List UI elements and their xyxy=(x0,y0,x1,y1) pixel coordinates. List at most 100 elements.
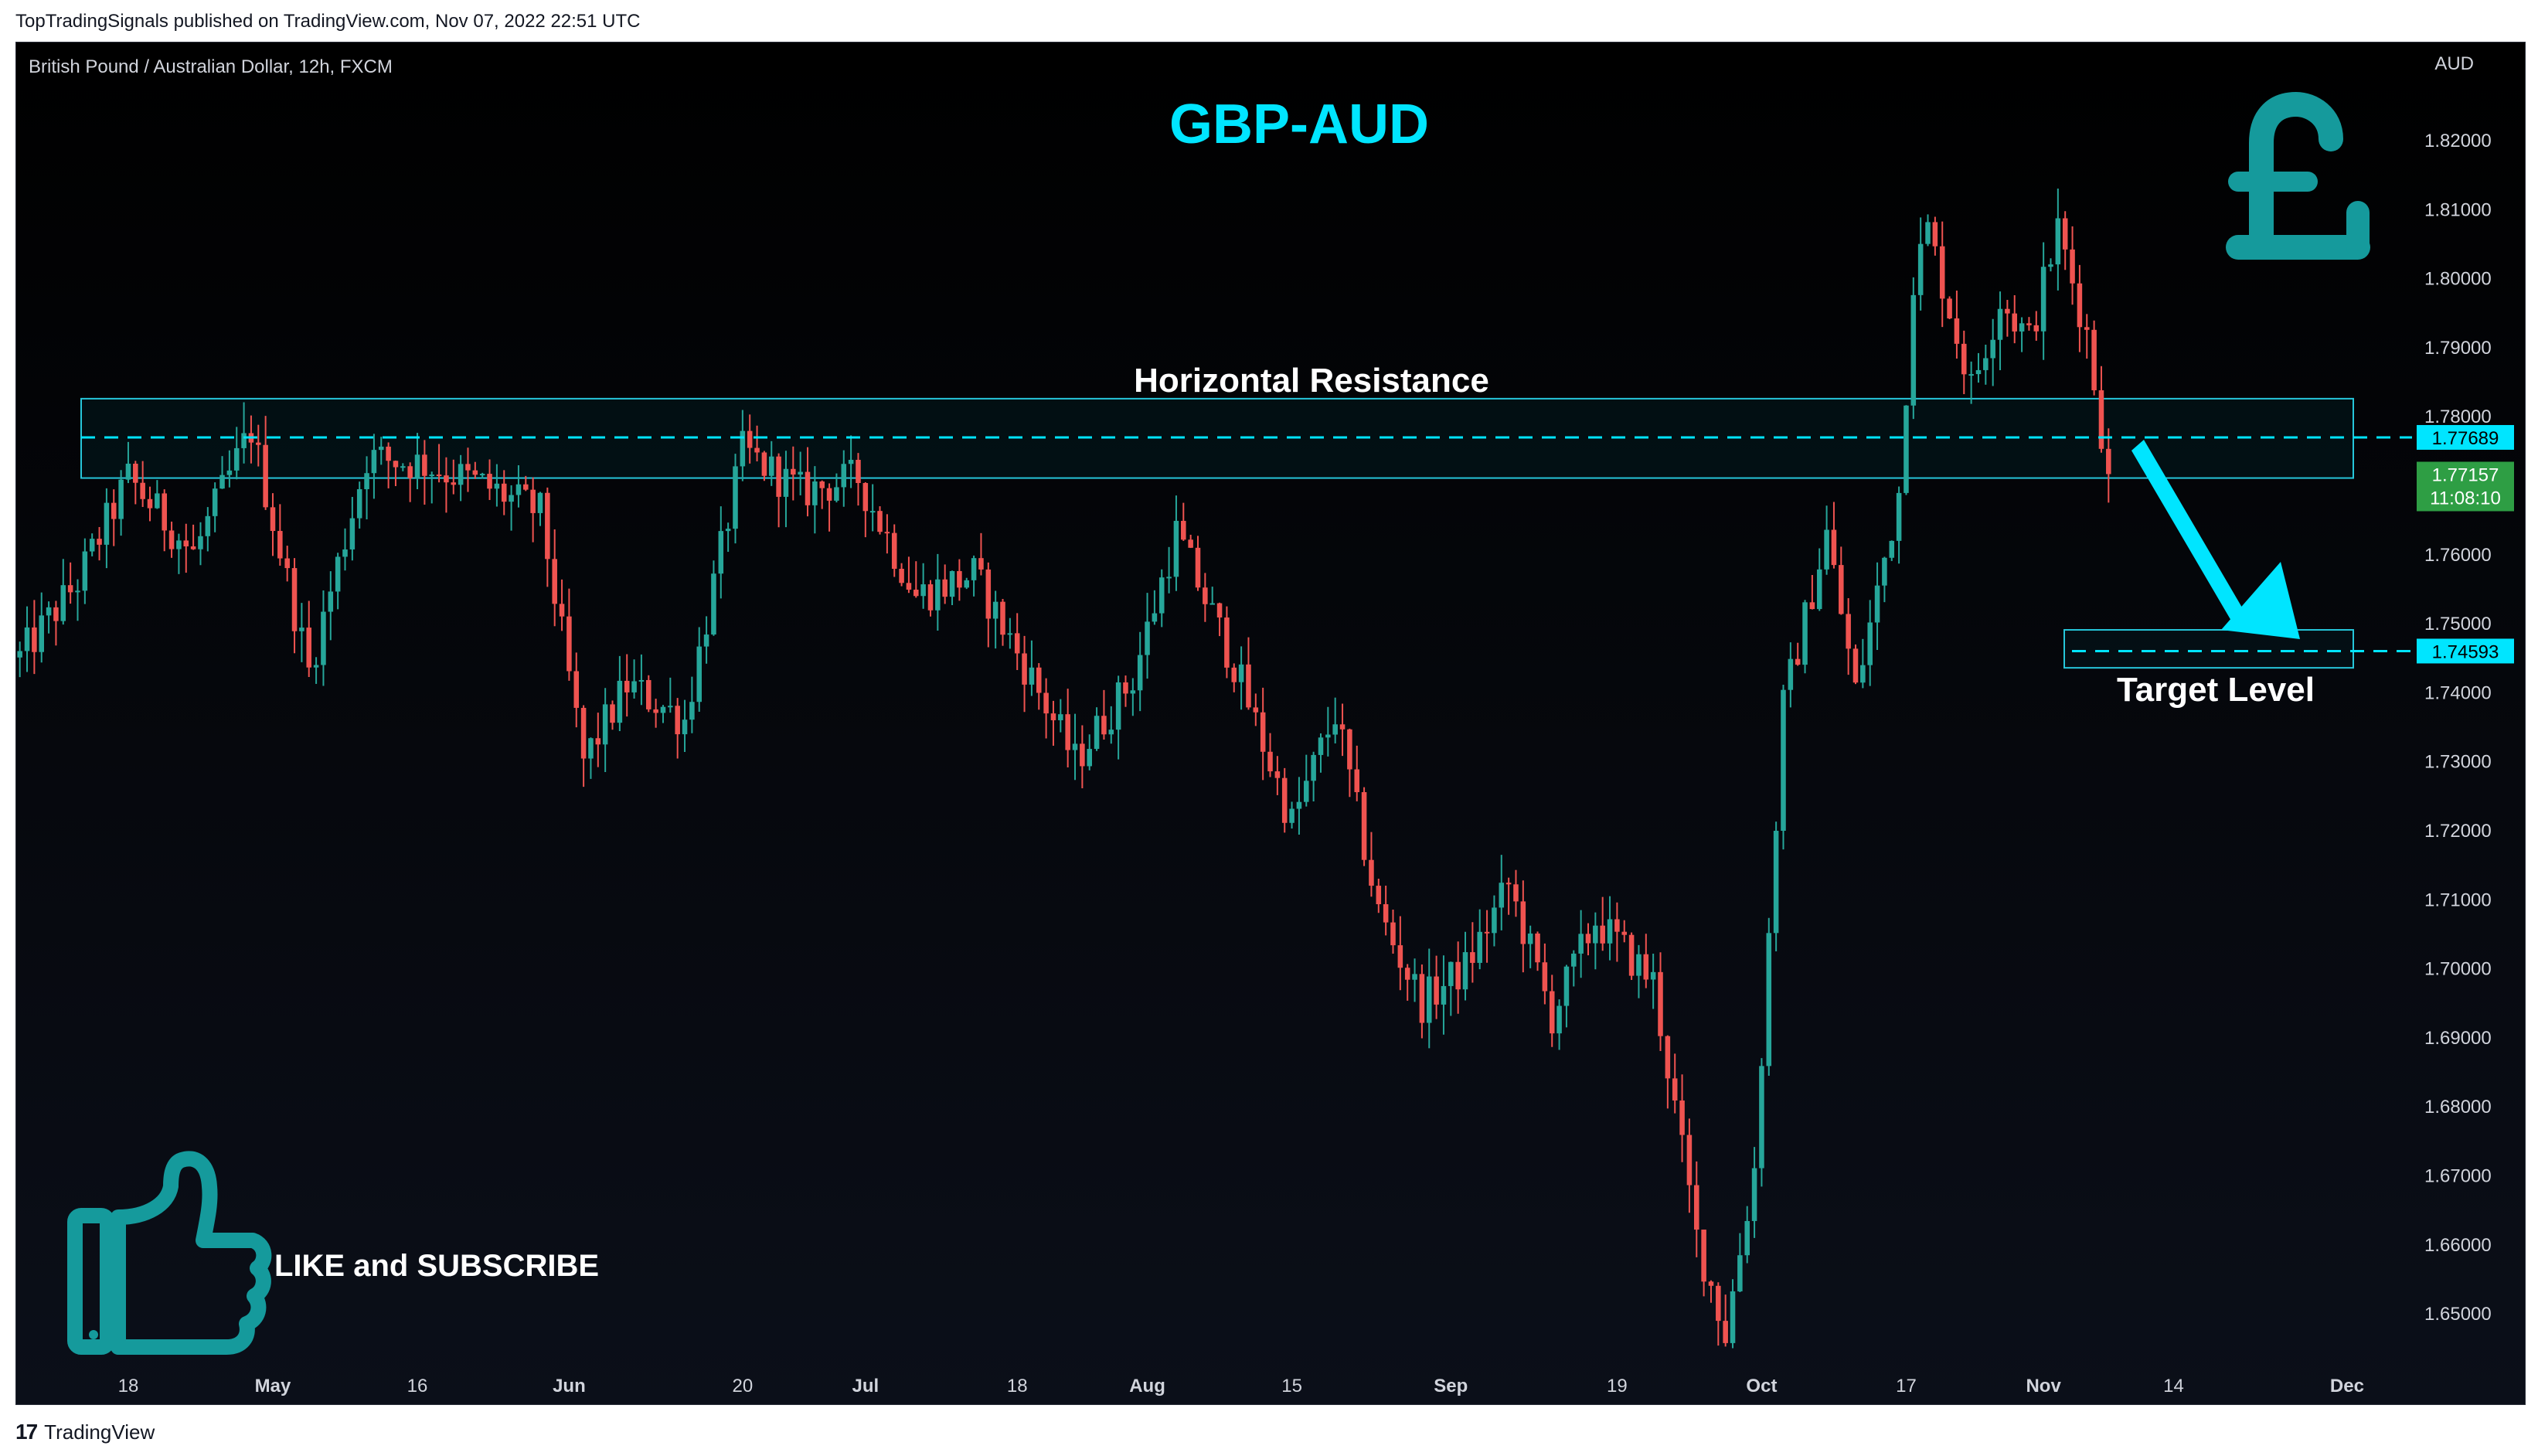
candle[interactable] xyxy=(1361,787,1367,866)
candle[interactable] xyxy=(1910,277,1917,420)
candle[interactable] xyxy=(133,461,138,505)
candle[interactable] xyxy=(1882,556,1887,603)
candle[interactable] xyxy=(1600,896,1605,951)
candle[interactable] xyxy=(595,713,601,767)
candle[interactable] xyxy=(776,453,781,528)
candle[interactable] xyxy=(1404,964,1410,1001)
candle[interactable] xyxy=(1563,964,1570,1028)
candle[interactable] xyxy=(733,454,738,544)
candle[interactable] xyxy=(1376,878,1382,913)
candle[interactable] xyxy=(1650,953,1656,1009)
candle[interactable] xyxy=(212,482,218,532)
candle[interactable] xyxy=(1628,932,1635,981)
candle[interactable] xyxy=(1195,536,1201,591)
candle[interactable] xyxy=(32,600,37,675)
candle[interactable] xyxy=(1181,502,1186,541)
candle[interactable] xyxy=(1593,912,1598,970)
candle[interactable] xyxy=(1058,699,1063,733)
candle[interactable] xyxy=(559,579,565,631)
candle[interactable] xyxy=(1621,920,1628,943)
candle[interactable] xyxy=(342,528,348,571)
candle[interactable] xyxy=(545,487,550,587)
candle[interactable] xyxy=(1390,910,1396,954)
candle[interactable] xyxy=(913,561,919,598)
candle[interactable] xyxy=(277,504,283,566)
candle[interactable] xyxy=(1050,700,1056,746)
candle[interactable] xyxy=(848,435,854,488)
candle[interactable] xyxy=(718,506,724,599)
candle[interactable] xyxy=(1145,593,1150,679)
candle[interactable] xyxy=(2070,226,2075,305)
candle[interactable] xyxy=(24,606,30,672)
candle[interactable] xyxy=(566,588,572,681)
candle[interactable] xyxy=(1289,801,1295,829)
candle[interactable] xyxy=(805,447,811,517)
candle[interactable] xyxy=(270,493,276,556)
candle[interactable] xyxy=(451,459,457,495)
candle[interactable] xyxy=(2084,314,2090,359)
candle[interactable] xyxy=(2026,317,2032,331)
candle[interactable] xyxy=(118,470,124,536)
candle[interactable] xyxy=(747,414,753,464)
candle[interactable] xyxy=(1339,703,1346,757)
candle[interactable] xyxy=(1397,916,1403,991)
candle[interactable] xyxy=(783,451,789,528)
candle[interactable] xyxy=(530,477,536,543)
candle[interactable] xyxy=(53,600,59,646)
candle[interactable] xyxy=(1939,221,1945,328)
candle[interactable] xyxy=(1325,706,1331,757)
candle[interactable] xyxy=(1115,675,1121,760)
candle[interactable] xyxy=(2106,428,2111,503)
candle[interactable] xyxy=(1513,869,1519,917)
candle[interactable] xyxy=(256,424,261,467)
candle[interactable] xyxy=(400,463,406,471)
candle[interactable] xyxy=(949,570,955,606)
candle[interactable] xyxy=(1137,631,1143,712)
candle[interactable] xyxy=(1831,502,1837,569)
candle[interactable] xyxy=(1000,598,1005,646)
candle[interactable] xyxy=(75,579,80,621)
candle[interactable] xyxy=(147,486,153,522)
candle[interactable] xyxy=(479,472,485,479)
candle[interactable] xyxy=(414,433,420,489)
candle[interactable] xyxy=(111,489,117,546)
candle[interactable] xyxy=(1716,1282,1721,1346)
candle[interactable] xyxy=(1022,635,1027,713)
candle[interactable] xyxy=(1607,896,1613,961)
candle[interactable] xyxy=(1686,1118,1693,1213)
candle[interactable] xyxy=(1505,877,1512,915)
candle[interactable] xyxy=(1455,941,1461,1014)
candle[interactable] xyxy=(1917,217,1924,311)
target-zone[interactable] xyxy=(2063,629,2354,669)
candle[interactable] xyxy=(2077,264,2083,352)
candle[interactable] xyxy=(862,481,869,538)
candle[interactable] xyxy=(1737,1233,1743,1293)
candle[interactable] xyxy=(856,453,861,506)
candle[interactable] xyxy=(1108,706,1114,744)
candle[interactable] xyxy=(82,538,88,604)
candle[interactable] xyxy=(1383,886,1389,936)
candle[interactable] xyxy=(660,705,666,723)
candle[interactable] xyxy=(1643,934,1649,988)
candle[interactable] xyxy=(2019,317,2025,352)
candle[interactable] xyxy=(104,488,110,569)
candle[interactable] xyxy=(1209,587,1215,605)
candle[interactable] xyxy=(957,559,962,601)
candle[interactable] xyxy=(263,416,268,510)
candle[interactable] xyxy=(617,655,623,732)
candle[interactable] xyxy=(472,461,478,479)
candle[interactable] xyxy=(891,524,897,577)
candle[interactable] xyxy=(1874,562,1880,651)
candle[interactable] xyxy=(299,603,304,662)
candle[interactable] xyxy=(1997,291,2003,371)
candle[interactable] xyxy=(2062,211,2068,270)
candle[interactable] xyxy=(841,450,847,507)
candle[interactable] xyxy=(155,480,160,509)
candle[interactable] xyxy=(1723,1294,1728,1347)
candle[interactable] xyxy=(580,705,587,788)
candle[interactable] xyxy=(1434,955,1439,1019)
candle[interactable] xyxy=(1036,663,1042,710)
candle[interactable] xyxy=(1072,713,1078,781)
candle[interactable] xyxy=(1123,675,1128,707)
candle[interactable] xyxy=(487,459,492,500)
